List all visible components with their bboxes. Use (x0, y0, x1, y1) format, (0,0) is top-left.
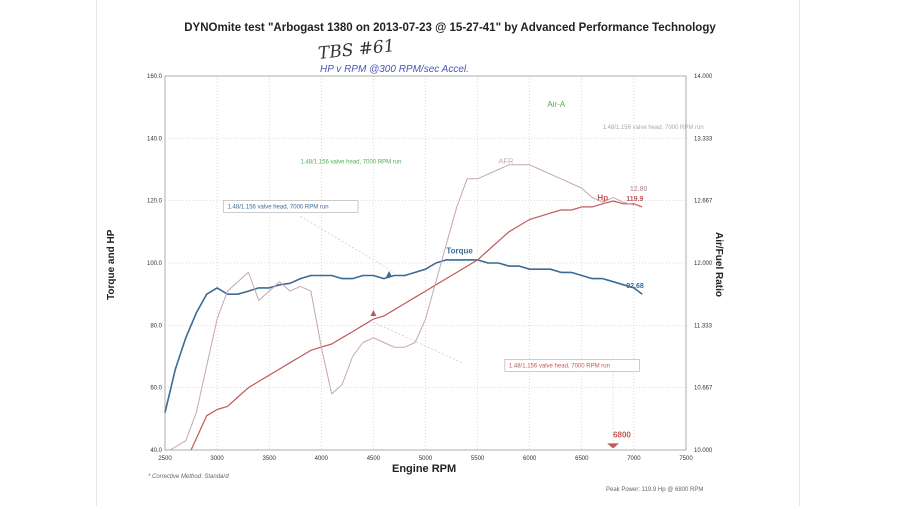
annotation-label: Hp (597, 194, 608, 203)
dyno-sheet (96, 0, 800, 506)
x-tick-label: 5000 (419, 456, 433, 462)
torque-marker-icon (386, 271, 393, 278)
chart-title: DYNOmite test "Arbogast 1380 on 2013-07-… (184, 22, 716, 34)
y-tick-label-right: 14.000 (694, 74, 713, 80)
x-tick-label: 2500 (158, 456, 172, 462)
x-tick-label: 7000 (627, 456, 641, 462)
y-tick-label-left: 60.0 (150, 386, 162, 392)
annotation-box (504, 359, 640, 372)
series-line-hp (190, 200, 643, 451)
y-tick-label-left: 100.0 (147, 261, 163, 267)
x-tick-label: 6000 (523, 456, 537, 462)
chart-subtitle: HP v RPM @300 RPM/sec Accel. (320, 64, 469, 75)
annotation-label: Air-A (547, 100, 565, 109)
series-end-label-afr: 12.80 (630, 186, 648, 193)
leader-line-torque (300, 216, 395, 273)
y-tick-label-left: 40.0 (150, 448, 162, 454)
x-axis-label: Engine RPM (392, 463, 457, 475)
x-tick-label: 3000 (210, 456, 224, 462)
x-tick-label: 3500 (263, 456, 277, 462)
annotation-label: 1.48/1.156 valve head, 7000 RPM run (300, 159, 401, 165)
annotation-label: 1.48/1.156 valve head, 7000 RPM run (603, 125, 704, 131)
x-tick-label: 7500 (679, 456, 693, 462)
series-line-afr (169, 164, 635, 451)
annotation-label: 1.48/1.156 valve head, 7000 RPM run (509, 363, 610, 369)
leader-line-hp (373, 321, 463, 363)
series-line-torque (164, 259, 643, 413)
y-tick-label-right: 12.667 (694, 199, 713, 205)
y-tick-label-right: 13.333 (694, 136, 713, 142)
x-tick-label: 4000 (315, 456, 329, 462)
annotation-label: Torque (446, 247, 473, 256)
x-tick-label: 5500 (471, 456, 485, 462)
series-end-label-torque: 92.68 (626, 283, 644, 290)
annotation-box (223, 200, 359, 213)
y-tick-label-left: 160.0 (147, 74, 163, 80)
correction-method-note: * Corrective Method: Standard (148, 474, 229, 480)
y-tick-label-right: 12.000 (694, 261, 713, 267)
hp-marker-icon (370, 309, 377, 316)
x-tick-label: 4500 (367, 456, 381, 462)
y-tick-label-left: 140.0 (147, 136, 163, 142)
annotation-label: 1.48/1.156 valve head, 7000 RPM run (228, 204, 329, 210)
y-tick-label-right: 10.000 (694, 448, 713, 454)
peak-rpm-marker-icon (607, 443, 620, 449)
y-tick-label-right: 10.667 (694, 386, 713, 392)
y-tick-label-left: 80.0 (150, 323, 162, 329)
annotation-label: AFR (498, 156, 514, 165)
peak-power-note: Peak Power: 119.9 Hp @ 6800 RPM (606, 487, 704, 493)
y-tick-label-right: 11.333 (694, 323, 713, 329)
y-tick-label-left: 120.0 (147, 199, 163, 205)
annotation-label: 6800 (613, 431, 631, 440)
series-end-label-hp: 119.9 (626, 196, 643, 203)
x-tick-label: 6500 (575, 456, 589, 462)
